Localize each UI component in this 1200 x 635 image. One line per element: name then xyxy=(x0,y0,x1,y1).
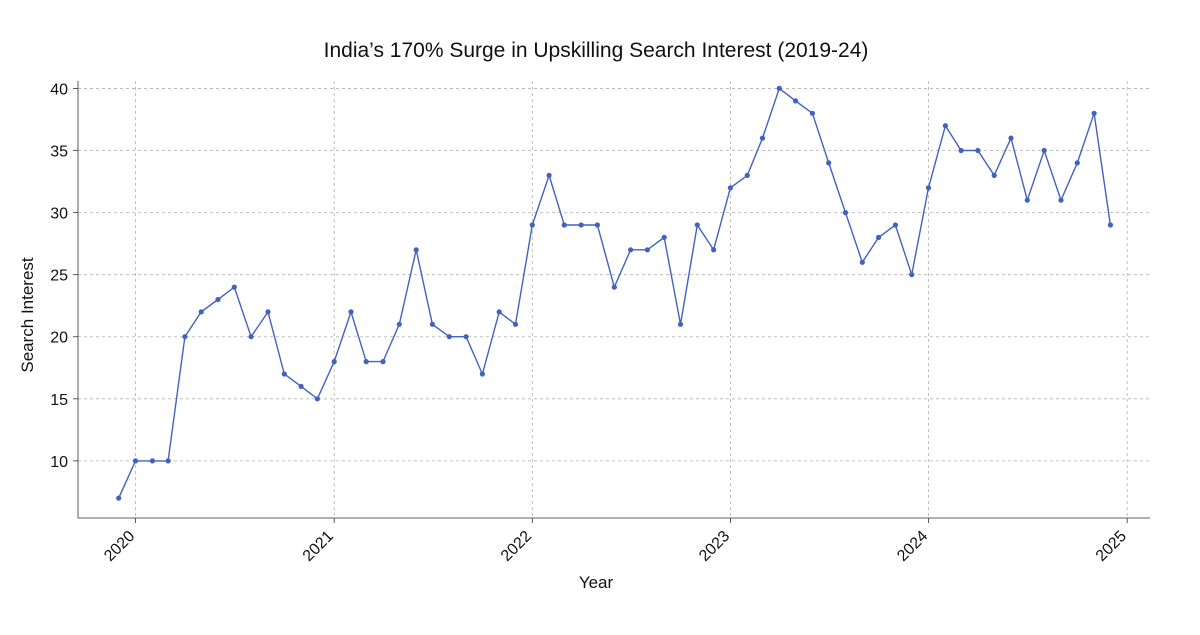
y-tick-label: 10 xyxy=(50,454,68,471)
data-point xyxy=(727,185,734,191)
data-point xyxy=(611,284,617,290)
data-point xyxy=(248,334,254,340)
data-point xyxy=(331,359,337,365)
data-point xyxy=(198,309,204,315)
y-tick-label: 20 xyxy=(50,330,68,347)
data-point xyxy=(942,123,949,129)
data-point xyxy=(512,321,519,327)
data-point xyxy=(1008,135,1014,141)
data-point xyxy=(661,234,667,240)
data-point xyxy=(1058,197,1064,203)
x-tick-label: 2025 xyxy=(1093,528,1130,565)
data-point xyxy=(363,359,369,365)
data-point xyxy=(578,222,584,228)
data-point xyxy=(231,284,237,290)
data-point xyxy=(975,147,981,154)
data-point xyxy=(429,321,435,327)
chart-title: India’s 170% Surge in Upskilling Search … xyxy=(324,39,869,62)
data-point xyxy=(776,85,782,91)
data-point xyxy=(132,458,139,464)
data-point xyxy=(892,222,899,228)
data-point xyxy=(281,371,287,377)
data-point xyxy=(793,98,799,104)
y-tick-label: 30 xyxy=(50,206,68,223)
data-point xyxy=(644,247,651,253)
data-point xyxy=(215,296,221,303)
data-point xyxy=(826,160,832,166)
axes xyxy=(73,81,1150,523)
data-point xyxy=(628,247,634,253)
data-point xyxy=(298,383,304,389)
data-point xyxy=(496,309,502,315)
data-point xyxy=(694,222,700,228)
data-point xyxy=(1024,197,1030,203)
data-point xyxy=(876,234,882,240)
data-point xyxy=(165,458,171,464)
y-tick-label: 15 xyxy=(50,392,68,409)
data-point xyxy=(711,247,717,253)
data-point xyxy=(314,396,320,402)
x-tick-label: 2024 xyxy=(894,528,931,565)
x-axis-label: Year xyxy=(579,573,614,592)
data-point xyxy=(182,334,188,340)
x-tick-label: 2022 xyxy=(498,528,535,565)
x-tick-label: 2023 xyxy=(696,528,733,565)
data-point xyxy=(1041,147,1047,154)
data-point xyxy=(1074,160,1080,166)
data-point xyxy=(925,185,932,191)
data-point xyxy=(348,309,354,315)
data-point xyxy=(265,309,271,315)
y-tick-label: 40 xyxy=(50,81,68,98)
data-point xyxy=(909,272,915,278)
data-point xyxy=(677,321,684,327)
data-point xyxy=(463,334,469,340)
data-point xyxy=(529,222,535,228)
data-point xyxy=(859,259,865,265)
y-tick-label: 25 xyxy=(50,268,68,285)
x-tick-label: 2020 xyxy=(101,528,138,565)
data-point xyxy=(759,135,766,141)
data-point xyxy=(396,321,402,327)
x-tick-label: 2021 xyxy=(300,528,337,565)
data-series xyxy=(116,85,1113,501)
data-point xyxy=(446,334,452,340)
y-tick-label: 35 xyxy=(50,144,68,161)
data-point xyxy=(479,371,485,377)
data-point xyxy=(958,147,964,154)
data-point xyxy=(842,210,849,216)
data-point xyxy=(413,247,419,253)
data-point xyxy=(594,222,601,228)
data-point xyxy=(1091,110,1097,116)
data-point xyxy=(380,359,386,365)
data-point xyxy=(991,172,997,178)
data-point xyxy=(546,172,552,178)
data-point xyxy=(744,172,750,178)
data-point xyxy=(1107,222,1113,228)
data-point xyxy=(116,495,122,501)
data-point xyxy=(149,458,155,464)
y-axis-label: Search Interest xyxy=(18,257,37,373)
data-point xyxy=(561,222,567,228)
data-point xyxy=(809,110,816,116)
grid-lines xyxy=(78,81,1150,518)
